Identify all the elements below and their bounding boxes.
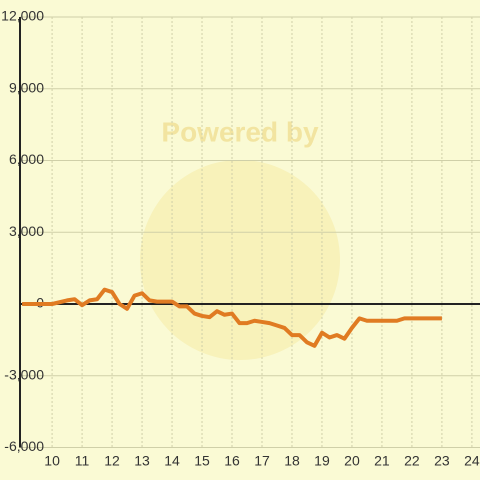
- x-tick-label: 17: [254, 453, 270, 469]
- x-tick-label: 15: [194, 453, 210, 469]
- data-line: [22, 287, 442, 348]
- x-tick-label: 10: [44, 453, 60, 469]
- y-tick-label: 12,000: [1, 8, 44, 24]
- x-tick-label: 21: [374, 453, 390, 469]
- watermark: Powered by: [161, 116, 319, 147]
- x-tick-label: 11: [75, 453, 90, 469]
- x-tick-label: 20: [344, 453, 360, 469]
- y-tick-label: -3,000: [4, 366, 44, 382]
- y-tick-label: 9,000: [9, 79, 44, 95]
- x-tick-label: 19: [314, 453, 330, 469]
- x-tick-label: 13: [134, 453, 150, 469]
- x-tick-label: 24: [464, 453, 480, 469]
- y-tick-label: 3,000: [9, 223, 44, 239]
- x-tick-label: 16: [224, 453, 240, 469]
- x-tick-label: 22: [404, 453, 420, 469]
- y-tick-label: -6,000: [4, 438, 44, 454]
- y-tick-label: 6,000: [9, 151, 44, 167]
- x-tick-label: 23: [434, 453, 450, 469]
- x-tick-label: 12: [104, 453, 120, 469]
- watermark-logo: [140, 160, 340, 360]
- x-tick-label: 14: [164, 453, 180, 469]
- x-tick-label: 18: [284, 453, 300, 469]
